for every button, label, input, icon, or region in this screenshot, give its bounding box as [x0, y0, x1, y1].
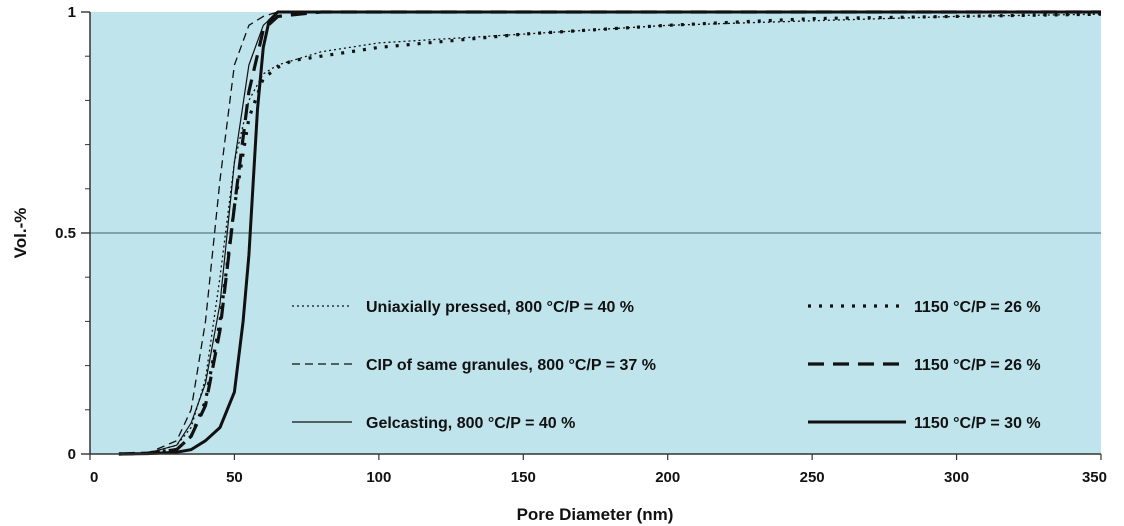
x-tick-label: 300: [944, 469, 969, 486]
legend-label-4: 1150 °C/P = 26 %: [914, 299, 1041, 316]
x-tick-label: 100: [366, 469, 391, 486]
x-tick-label: 200: [655, 469, 680, 486]
y-axis-title: Vol.-%: [11, 208, 30, 259]
y-tick-label: 0.5: [55, 225, 76, 242]
legend: Uniaxially pressed, 800 °C/P = 40 % CIP o…: [292, 299, 1041, 432]
legend-label-3: Gelcasting, 800 °C/P = 40 %: [366, 415, 575, 432]
x-tick-label: 350: [1082, 469, 1107, 486]
x-tick-label: 250: [800, 469, 825, 486]
y-tick-label: 1: [68, 4, 76, 21]
x-tick-label: 150: [511, 469, 536, 486]
y-tick-label: 0: [68, 446, 76, 463]
x-axis-title: Pore Diameter (nm): [517, 505, 674, 524]
legend-label-2: CIP of same granules, 800 °C/P = 37 %: [366, 357, 656, 374]
legend-label-1: Uniaxially pressed, 800 °C/P = 40 %: [366, 299, 634, 316]
series-layer: [118, 10, 1102, 456]
x-tick-label: 0: [90, 469, 98, 486]
axis-layer: 0 50 100 150 200 250 300 350 0 0.5 1: [55, 4, 1107, 486]
legend-label-5: 1150 °C/P = 26 %: [914, 357, 1041, 374]
series-line-4: [118, 12, 1102, 456]
series-line-6: [118, 10, 1101, 456]
x-tick-label: 50: [226, 469, 243, 486]
legend-label-6: 1150 °C/P = 30 %: [914, 415, 1041, 432]
